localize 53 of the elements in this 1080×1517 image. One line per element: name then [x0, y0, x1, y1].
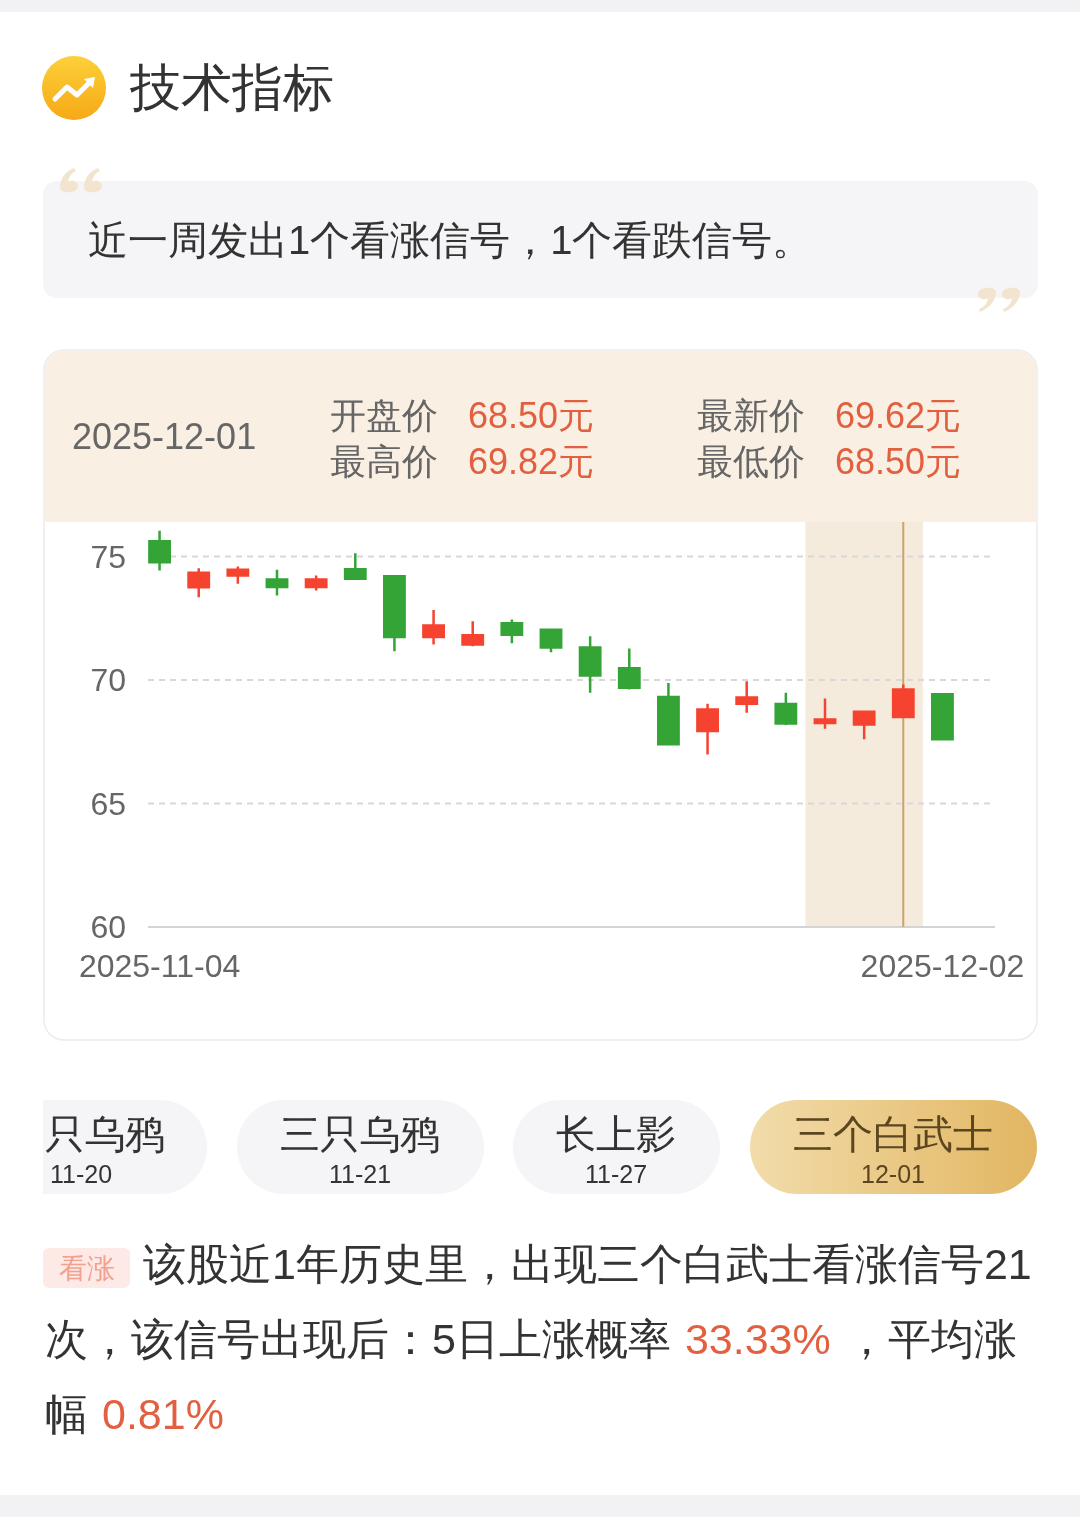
- candlestick: [422, 608, 445, 646]
- candlestick: [187, 566, 211, 599]
- x-tick-label: 2025-11-04: [78, 948, 241, 984]
- candlestick: [578, 635, 602, 694]
- text: 只乌鸦: [45, 1112, 165, 1156]
- candlestick: [657, 681, 680, 746]
- candlestick: [852, 710, 876, 741]
- text: 看涨: [58, 1253, 115, 1284]
- text: 11-27: [584, 1160, 648, 1188]
- y-tick-label: 60: [90, 909, 126, 945]
- text: 幅: [45, 1390, 88, 1438]
- text: 33.33%: [684, 1315, 831, 1363]
- candlestick: [343, 552, 367, 582]
- candlestick: [148, 529, 171, 572]
- x-tick-label: 2025-12-02: [860, 948, 1025, 984]
- candlestick: [696, 702, 719, 756]
- y-tick-label: 70: [90, 662, 126, 699]
- chart-subtitle: 近一周发出1个看涨信号，1个看跌信号。: [88, 218, 813, 262]
- candlestick: [304, 574, 328, 592]
- text: 69.62元: [835, 395, 962, 436]
- text: 68.50元: [835, 441, 962, 482]
- text: 最低价: [697, 441, 805, 482]
- text: 11-21: [328, 1160, 392, 1188]
- text: 该股近1年历史里，出现三个白武士看涨信号21: [143, 1240, 1032, 1288]
- candlestick: [226, 565, 250, 585]
- y-tick-label: 75: [90, 538, 126, 575]
- candlestick: [813, 697, 837, 730]
- candlestick: [774, 691, 798, 727]
- text: 12-01: [861, 1160, 925, 1188]
- candlestick: [891, 683, 915, 719]
- text: 次，该信号出现后：5日上涨概率: [45, 1315, 671, 1363]
- text: ，平均涨: [844, 1315, 1017, 1363]
- candlestick: [461, 620, 485, 648]
- candlestick: [931, 692, 954, 741]
- text: 68.50元: [468, 395, 595, 436]
- candlestick: [383, 575, 406, 653]
- text: 长上影: [556, 1112, 676, 1156]
- candlestick: [265, 568, 289, 597]
- text: 三个白武士: [793, 1112, 993, 1156]
- text: 69.82元: [468, 441, 595, 482]
- text: 最高价: [330, 441, 438, 482]
- candlestick: [500, 618, 524, 645]
- candlestick: [539, 628, 563, 654]
- text: 最新价: [697, 395, 805, 436]
- text: 2025-12-01: [72, 416, 257, 457]
- text: 开盘价: [330, 395, 438, 436]
- candlestick: [735, 680, 759, 714]
- chart-title: 技术指标: [129, 59, 334, 116]
- text: 11-20: [50, 1160, 113, 1188]
- candlestick: [617, 647, 641, 691]
- text: 0.81%: [102, 1390, 224, 1438]
- y-tick-label: 65: [90, 785, 126, 822]
- text: 三只乌鸦: [280, 1112, 440, 1156]
